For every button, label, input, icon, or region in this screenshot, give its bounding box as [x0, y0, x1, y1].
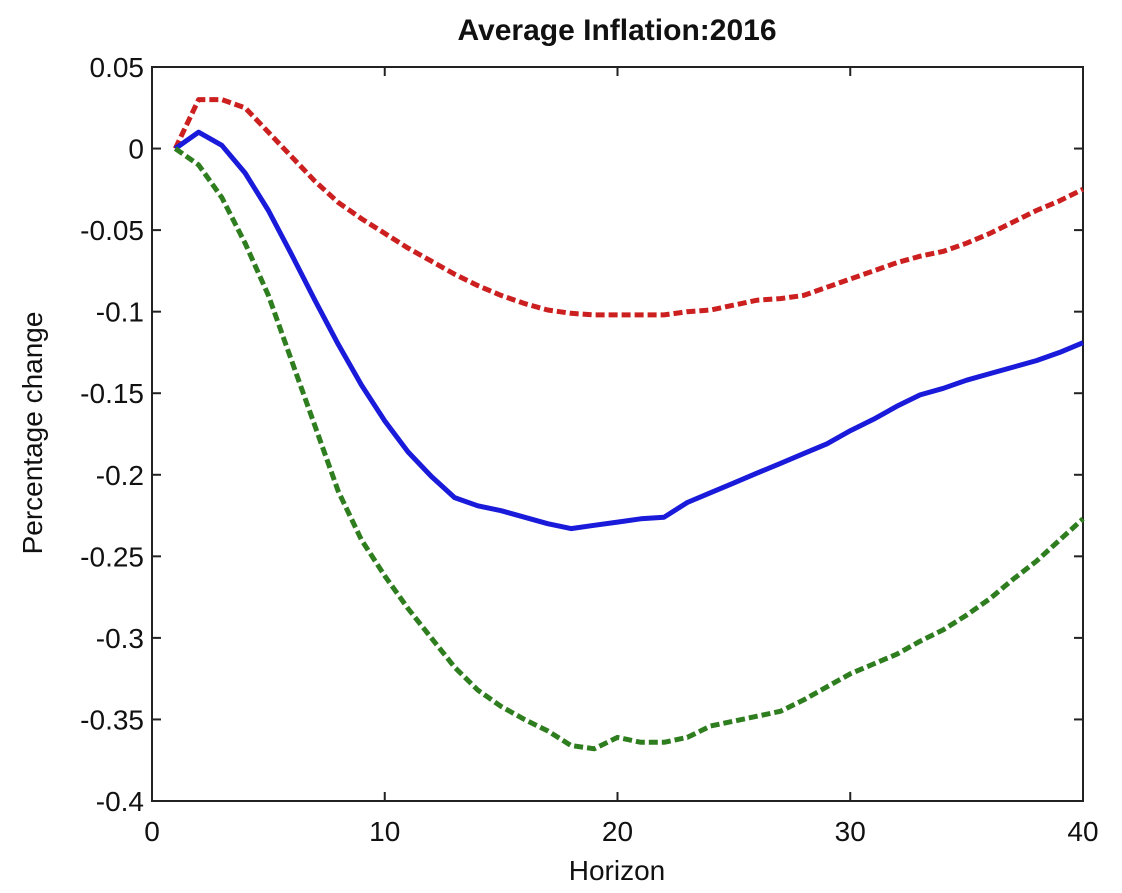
y-tick-label: -0.35 — [80, 704, 144, 735]
chart-title: Average Inflation:2016 — [458, 14, 777, 47]
y-tick-label: -0.15 — [80, 378, 144, 409]
series-line-3 — [173, 146, 1085, 752]
y-tick-label: 0.05 — [90, 52, 145, 83]
x-tick-label: 0 — [144, 816, 160, 847]
y-tick-label: -0.25 — [80, 541, 144, 572]
y-tick-label: -0.05 — [80, 215, 144, 246]
x-tick-label: 40 — [1067, 816, 1098, 847]
y-tick-label: -0.3 — [96, 623, 144, 654]
series-line-2 — [173, 129, 1084, 532]
x-axis-label: Horizon — [569, 855, 665, 886]
y-tick-label: -0.4 — [96, 786, 144, 817]
x-tick-label: 30 — [835, 816, 866, 847]
plot-area: 0 10 20 30 40 0.05 0 -0.05 -0.1 -0.15 -0.2 -0.25 -0.… — [80, 52, 1098, 847]
y-tick-label: -0.1 — [96, 297, 144, 328]
axes-frame — [151, 66, 1084, 802]
y-tick-label: -0.2 — [96, 460, 144, 491]
series-line-1 — [173, 97, 1085, 318]
x-tick-label: 10 — [369, 816, 400, 847]
y-tick-label: 0 — [128, 134, 144, 165]
x-tick-label: 20 — [602, 816, 633, 847]
y-axis-label: Percentage change — [17, 312, 48, 555]
